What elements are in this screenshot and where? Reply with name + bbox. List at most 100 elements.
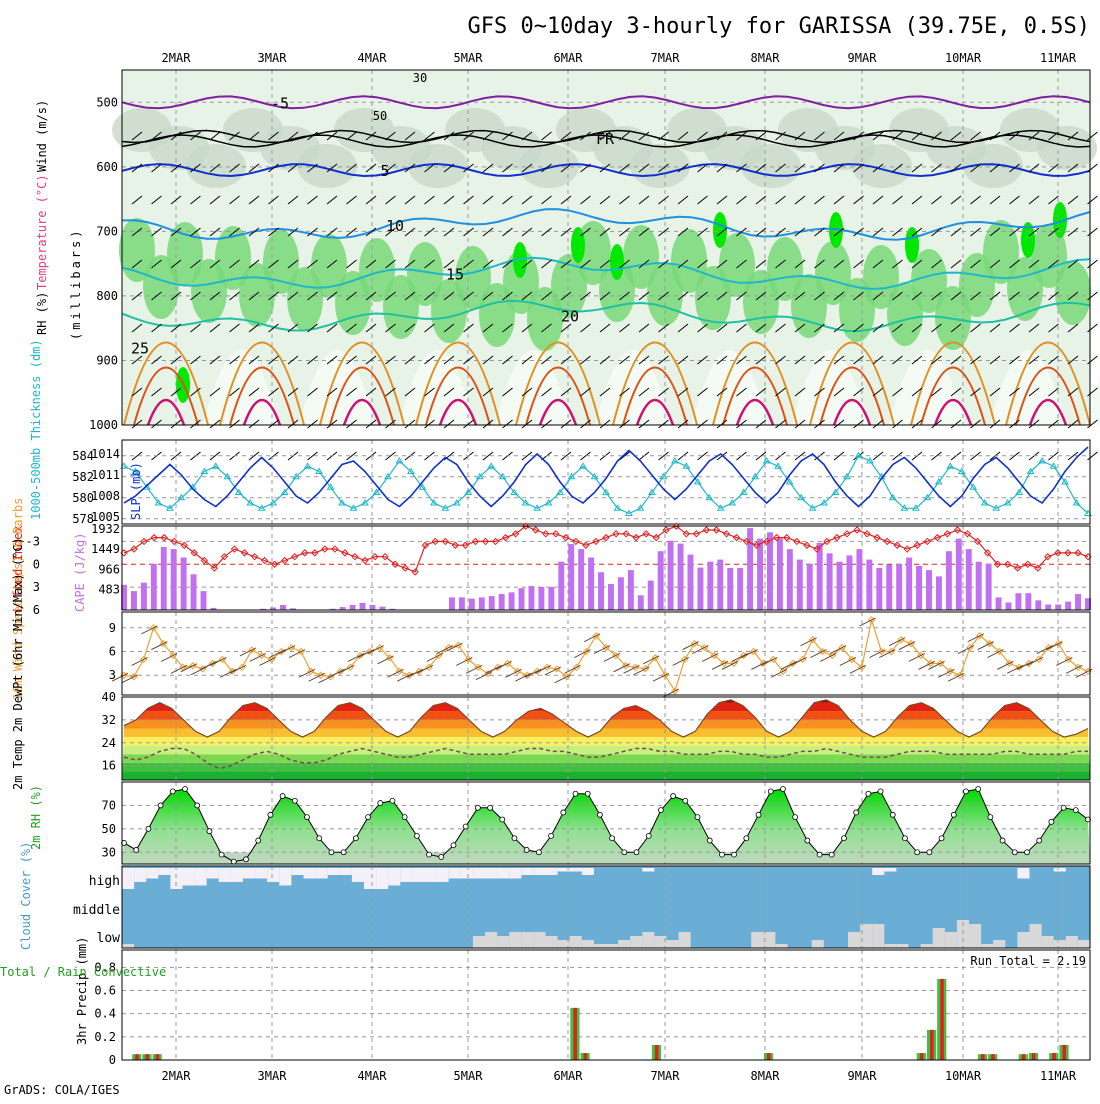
wind-barb	[248, 227, 260, 237]
wind-barb	[209, 451, 221, 461]
wind-barb-10m	[1075, 668, 1093, 678]
wind-barb	[170, 323, 182, 333]
lifted-index-point	[431, 537, 439, 546]
wind-barb	[307, 227, 318, 237]
lifted-index-point	[582, 541, 590, 549]
rh-point	[1024, 849, 1030, 856]
cape-bar	[1065, 601, 1072, 610]
lifted-index-point	[1034, 564, 1042, 572]
cloud-low	[485, 932, 498, 948]
cape-bar	[727, 568, 734, 610]
wind-barb	[638, 227, 650, 237]
wind-barb	[307, 419, 318, 429]
wind-barb	[287, 131, 299, 141]
thickness-point	[774, 462, 783, 469]
wind-barb	[833, 131, 845, 141]
date-axis-bottom: 2MAR 3MAR 4MAR 5MAR 6MAR 7MAR 8MAR 9MAR 10MAR 11M…	[162, 1069, 1077, 1083]
rh-mid-region	[741, 144, 801, 188]
rh-panel-frame	[121, 781, 1091, 865]
wind-barb	[638, 291, 650, 301]
wind-barb	[775, 419, 786, 429]
thickness-tick-label: 580	[72, 491, 94, 505]
lifted-index-point	[893, 541, 901, 549]
lifted-index-point	[361, 556, 369, 565]
wind-barb	[794, 355, 806, 365]
thickness-point	[636, 504, 645, 511]
wind-barb-10m	[259, 656, 276, 666]
rh-point	[352, 835, 359, 842]
slp-tick-label: 1011	[91, 468, 120, 482]
wind-barb-10m	[761, 656, 778, 666]
rh-mid-region	[408, 144, 468, 188]
cloud-low	[969, 924, 982, 948]
wind-barb	[697, 355, 708, 365]
wind-barb	[911, 131, 923, 141]
cloud-high	[158, 868, 171, 875]
thickness-label: 1000-500mb Thickness (dm)	[29, 339, 43, 520]
wind-barb	[989, 131, 1001, 141]
wind-barb	[521, 387, 533, 397]
thickness-point	[602, 488, 610, 495]
rh-point	[365, 814, 371, 821]
wind-barb	[443, 259, 455, 269]
lifted-index-line	[123, 525, 1089, 573]
wind-barb	[1087, 419, 1098, 429]
cape-bar	[985, 563, 992, 610]
wind-barb	[853, 227, 864, 237]
wind-barb	[814, 291, 825, 301]
wind-barb	[794, 259, 806, 269]
isotherm-line	[121, 299, 1091, 332]
lifted-index-point	[511, 530, 520, 538]
wind-barb	[1067, 451, 1079, 461]
wind-barb	[131, 163, 143, 173]
wind-barb	[697, 227, 708, 237]
rh-contour-label: 50	[373, 109, 387, 123]
wind-10m-panel: 9 6 3	[109, 611, 1093, 698]
lifted-index-point	[451, 541, 460, 549]
wind-barb	[502, 355, 513, 365]
wind-barb-10m	[997, 660, 1014, 670]
wind-barb	[931, 451, 942, 461]
isotherm-label: 10	[386, 217, 404, 235]
wind-barb-10m	[574, 649, 591, 658]
wind-barb	[521, 131, 533, 141]
precip-tick-label: 0.2	[94, 1030, 116, 1044]
wind-barb	[794, 451, 806, 461]
wind-barb	[638, 259, 650, 269]
thickness-point	[705, 493, 714, 501]
wind-barb	[1087, 387, 1098, 397]
wind-barb	[872, 355, 884, 365]
wind-barb	[1009, 323, 1020, 333]
cape-bar	[965, 549, 972, 610]
thickness-point	[280, 488, 289, 495]
wind-barb	[326, 131, 338, 141]
dry-dome	[203, 350, 279, 425]
thickness-point	[1061, 478, 1069, 485]
wind-barb	[385, 291, 396, 301]
wind-barb	[833, 451, 845, 461]
wind-barb	[950, 227, 962, 237]
wind-barb	[580, 163, 591, 173]
wind-barb	[151, 419, 162, 429]
wind-barb-10m	[741, 649, 758, 658]
wind-barb	[892, 419, 903, 429]
thickness-point	[556, 488, 564, 495]
cape-bar	[926, 570, 932, 610]
wind-barb	[1048, 163, 1059, 173]
rh-point	[865, 790, 872, 797]
wind-barb	[599, 355, 611, 365]
wind-barb	[268, 355, 279, 365]
lifted-index-point	[873, 533, 881, 542]
cloud-high	[170, 868, 183, 889]
wind-barb	[346, 195, 357, 205]
cloud-high	[448, 868, 461, 879]
rh-point	[914, 849, 921, 856]
wind-barb	[970, 419, 981, 429]
wind-barb	[950, 163, 962, 173]
pressure-tick-label: 900	[96, 353, 118, 367]
temp-band	[122, 754, 1090, 763]
rh-point	[340, 849, 347, 856]
chart-title: GFS 0~10day 3-hourly for GARISSA (39.75E…	[467, 14, 1090, 39]
cape-panel-frame	[121, 525, 1091, 611]
rh-mid-region	[852, 144, 912, 188]
